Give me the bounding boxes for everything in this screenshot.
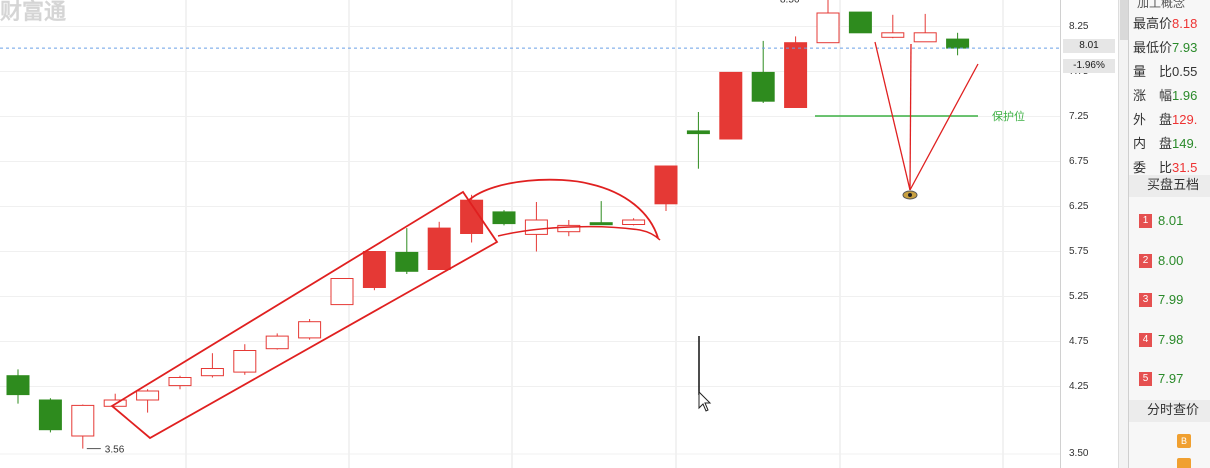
stat-label: 外 盘 bbox=[1133, 113, 1173, 128]
candle-body bbox=[265, 335, 289, 350]
candle-body bbox=[136, 390, 160, 401]
buy-level-row[interactable]: 4 7.98 bbox=[1139, 332, 1183, 348]
stat-value: 149. bbox=[1172, 136, 1198, 151]
stat-label: 涨 幅 bbox=[1133, 89, 1173, 104]
candle-body bbox=[71, 404, 95, 437]
candle-body bbox=[654, 165, 678, 205]
buy-level-price: 7.99 bbox=[1158, 292, 1184, 307]
price-tick-label: 7.25 bbox=[1069, 110, 1089, 122]
candle-body bbox=[751, 71, 775, 102]
stat-row: 量 比0.55 bbox=[1133, 62, 1197, 82]
change-percent-label: -1.96% bbox=[1063, 59, 1115, 73]
stat-row: 最高价8.18 bbox=[1133, 14, 1197, 34]
stat-value: 31.5 bbox=[1172, 160, 1198, 175]
price-tick-label: 4.75 bbox=[1069, 335, 1089, 347]
stat-label: 最低价 bbox=[1133, 41, 1173, 56]
annotation-line-left bbox=[874, 41, 911, 191]
price-tick-label: 4.25 bbox=[1069, 380, 1089, 392]
stat-row: 涨 幅1.96 bbox=[1133, 86, 1197, 106]
buy-level-price: 7.97 bbox=[1158, 371, 1184, 386]
stat-value: 7.93 bbox=[1172, 40, 1198, 55]
price-tick-label: 5.25 bbox=[1069, 290, 1089, 302]
price-axis: 8.257.757.256.756.255.755.254.754.253.50… bbox=[1060, 0, 1119, 468]
candle-body bbox=[848, 11, 872, 34]
buy-five-levels-header[interactable]: 买盘五档 bbox=[1129, 175, 1210, 197]
quote-side-panel: 加工概念 最高价8.18 最低价7.93 量 比0.55 涨 幅1.96 外 盘129.… bbox=[1128, 0, 1210, 468]
buy-level-price: 8.00 bbox=[1158, 252, 1184, 268]
buy-level-number: 3 bbox=[1139, 293, 1152, 307]
stat-value: 8.18 bbox=[1172, 16, 1198, 31]
candle-body bbox=[589, 222, 613, 226]
stat-row: 内 盘149. bbox=[1133, 134, 1197, 154]
buy-level-row[interactable]: 1 8.01 bbox=[1139, 213, 1183, 229]
candle-body bbox=[427, 227, 451, 271]
buy-level-row[interactable]: 5 7.97 bbox=[1139, 371, 1183, 387]
candle-body bbox=[686, 130, 710, 135]
kline-chart[interactable]: 8.56 3.56 保护位 bbox=[0, 0, 1060, 468]
stat-label: 委 比 bbox=[1133, 161, 1173, 176]
candle-body bbox=[460, 199, 484, 234]
price-tick-label: 6.75 bbox=[1069, 155, 1089, 167]
buy-level-row[interactable]: 3 7.99 bbox=[1139, 292, 1183, 308]
mouse-pointer-icon bbox=[698, 390, 712, 412]
high-price-label: 8.56 bbox=[780, 0, 800, 6]
buy-level-row[interactable]: 2 8.00 bbox=[1139, 253, 1183, 269]
candle-body bbox=[395, 251, 419, 272]
panel-title: 加工概念 bbox=[1137, 0, 1186, 10]
buy-level-number: 5 bbox=[1139, 372, 1152, 386]
candle-body bbox=[233, 350, 257, 373]
low-price-label: 3.56 bbox=[105, 445, 125, 456]
candle-body bbox=[362, 251, 386, 288]
timeshare-query-header[interactable]: 分时查价 bbox=[1129, 400, 1210, 422]
candle-body bbox=[492, 211, 516, 225]
annotation-line-right bbox=[909, 63, 979, 191]
kline-chart-area[interactable]: 财富通 8.56 3.56 保护位 bbox=[0, 0, 1060, 468]
current-price-label: 8.01 bbox=[1063, 39, 1115, 53]
candle-body bbox=[557, 224, 581, 233]
support-label: 保护位 bbox=[992, 109, 1025, 123]
candle-body bbox=[622, 219, 646, 225]
s-badge-icon[interactable] bbox=[1177, 458, 1191, 468]
candle-body bbox=[913, 32, 937, 43]
stat-value: 129. bbox=[1172, 112, 1198, 127]
price-tick-label: 8.25 bbox=[1069, 20, 1089, 32]
candle-body bbox=[330, 278, 354, 306]
price-tick-label: 5.75 bbox=[1069, 245, 1089, 257]
buy-level-price: 8.01 bbox=[1158, 213, 1184, 228]
scrollbar-thumb[interactable] bbox=[1120, 0, 1128, 40]
buy-level-number: 1 bbox=[1139, 214, 1152, 228]
buy-level-number: 2 bbox=[1139, 253, 1152, 268]
candle-body bbox=[719, 71, 743, 140]
candle-body bbox=[816, 12, 840, 44]
arc-top-annotation bbox=[468, 178, 659, 239]
candle-body bbox=[38, 399, 62, 431]
arc-bottom-annotation bbox=[497, 225, 661, 241]
eye-pupil-icon bbox=[908, 193, 912, 197]
candle-body bbox=[881, 32, 905, 38]
candle-body bbox=[946, 38, 970, 49]
stat-row: 最低价7.93 bbox=[1133, 38, 1197, 58]
app-watermark: 财富通 bbox=[0, 0, 67, 25]
stat-row: 外 盘129. bbox=[1133, 110, 1197, 130]
buy-level-price: 7.98 bbox=[1158, 331, 1184, 347]
buy-level-number: 4 bbox=[1139, 332, 1152, 347]
stat-label: 量 比 bbox=[1133, 65, 1173, 80]
price-tick-label: 3.50 bbox=[1069, 448, 1089, 459]
candle-body bbox=[524, 219, 548, 235]
candle-body bbox=[200, 368, 224, 377]
candle-body bbox=[6, 375, 30, 396]
b-badge-icon[interactable]: B bbox=[1177, 434, 1191, 448]
stat-value: 1.96 bbox=[1172, 88, 1198, 103]
stat-value: 0.55 bbox=[1172, 64, 1198, 79]
candle-body bbox=[168, 377, 192, 387]
vertical-scrollbar[interactable] bbox=[1118, 0, 1129, 468]
stat-row: 委 比31.5 bbox=[1133, 158, 1197, 178]
uptrend-channel-annotation bbox=[110, 190, 499, 440]
candle-body bbox=[784, 42, 808, 109]
candle-body bbox=[298, 321, 322, 339]
annotation-line-middle bbox=[909, 43, 912, 191]
price-tick-label: 6.25 bbox=[1069, 200, 1089, 212]
stat-label: 最高价 bbox=[1133, 17, 1173, 32]
stat-label: 内 盘 bbox=[1133, 137, 1173, 152]
